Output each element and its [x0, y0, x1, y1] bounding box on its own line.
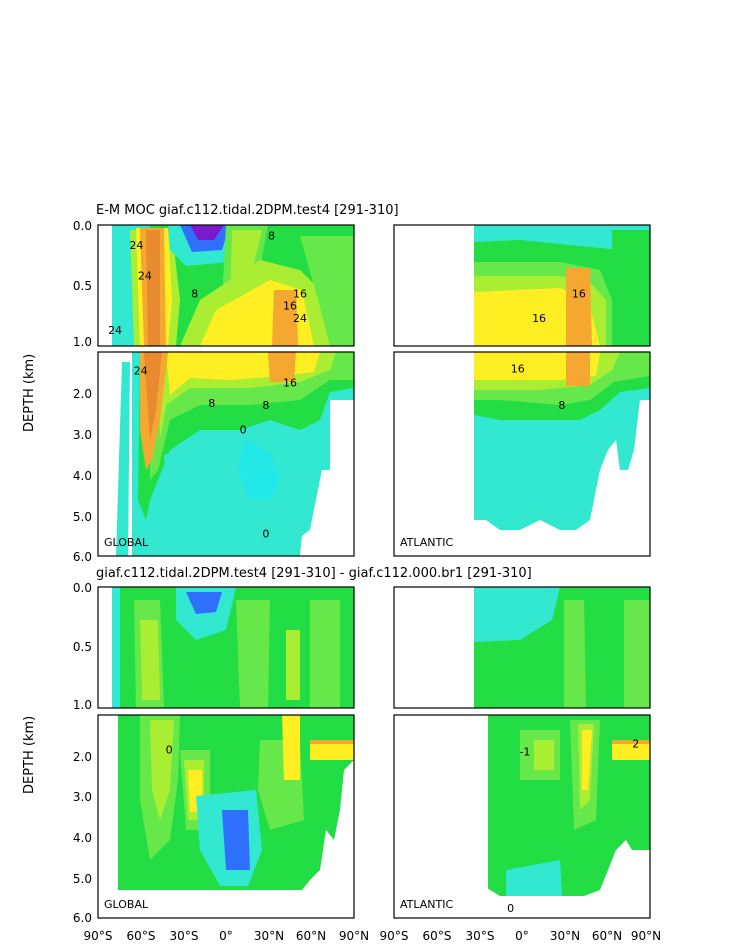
xtick-label: 60°N: [296, 929, 326, 943]
contour-label: -1: [519, 746, 530, 759]
svg-text:2.0: 2.0: [73, 387, 92, 401]
xticks: 90°S 60°S 30°S 0° 30°N 60°N 90°N 90°S 60…: [84, 929, 662, 943]
panel-bottom-atlantic-upper: [393, 586, 651, 709]
bottom-title: giaf.c112.tidal.2DPM.test4 [291-310] - g…: [96, 566, 532, 581]
svg-text:3.0: 3.0: [73, 428, 92, 442]
panel-top-atlantic-upper: [393, 224, 651, 347]
contour-label: 2: [632, 737, 639, 750]
svg-text:0.5: 0.5: [73, 640, 92, 654]
svg-text:0.0: 0.0: [73, 581, 92, 595]
xtick-label: 90°N: [339, 929, 369, 943]
panel-top-global-upper: [97, 224, 355, 347]
xtick-label: 60°S: [423, 929, 452, 943]
yticks-bottom-upper: 0.0 0.5 1.0: [73, 581, 92, 712]
svg-text:6.0: 6.0: [73, 550, 92, 564]
contour-label: 24: [293, 312, 307, 325]
xtick-label: 30°N: [254, 929, 284, 943]
svg-text:1.0: 1.0: [73, 335, 92, 349]
contour-label: 24: [138, 269, 152, 282]
panel-bottom-global-upper: [97, 586, 355, 709]
ylabel-top: DEPTH (km): [22, 354, 37, 432]
contour-label: 24: [129, 239, 143, 252]
panel-bottom-atlantic-lower: [393, 714, 651, 919]
contour-label: 0: [262, 528, 269, 541]
xtick-label: 90°S: [380, 929, 409, 943]
ylabel-bottom: DEPTH (km): [22, 716, 37, 794]
svg-text:5.0: 5.0: [73, 510, 92, 524]
yticks-bottom-lower: 2.0 3.0 4.0 5.0 6.0: [73, 750, 92, 925]
panel-top-atlantic-lower: [393, 351, 651, 557]
contour-label: 0: [240, 424, 247, 437]
xtick-label: 60°S: [127, 929, 156, 943]
svg-text:5.0: 5.0: [73, 872, 92, 886]
contour-label: 0: [166, 744, 173, 757]
contour-label: 0: [507, 902, 514, 915]
xtick-label: 30°S: [170, 929, 199, 943]
contour-label: 16: [532, 312, 546, 325]
contour-label: 16: [283, 377, 297, 390]
xtick-label: 90°S: [84, 929, 113, 943]
svg-text:0.0: 0.0: [73, 219, 92, 233]
contour-label: 16: [283, 300, 297, 313]
yticks-top-upper: 0.0 0.5 1.0: [73, 219, 92, 349]
region-label-atlantic-bottom: ATLANTIC: [400, 898, 453, 911]
xtick-label: 0°: [515, 929, 529, 943]
svg-text:1.0: 1.0: [73, 698, 92, 712]
contour-label: 24: [108, 324, 122, 337]
xtick-label: 30°N: [550, 929, 580, 943]
panel-bottom-global-lower: [97, 714, 355, 919]
top-title: E-M MOC giaf.c112.tidal.2DPM.test4 [291-…: [96, 203, 399, 218]
panel-top-global-lower: [97, 351, 355, 557]
xtick-label: 0°: [219, 929, 233, 943]
svg-text:4.0: 4.0: [73, 831, 92, 845]
contour-label: 8: [191, 288, 198, 301]
svg-text:4.0: 4.0: [73, 469, 92, 483]
region-label-global-top: GLOBAL: [104, 536, 149, 549]
contour-label: 8: [268, 230, 275, 243]
xtick-label: 60°N: [592, 929, 622, 943]
region-label-atlantic-top: ATLANTIC: [400, 536, 453, 549]
svg-text:2.0: 2.0: [73, 750, 92, 764]
contour-label: 16: [511, 362, 525, 375]
contour-label: 16: [572, 288, 586, 301]
contour-label: 8: [262, 399, 269, 412]
xtick-label: 30°S: [466, 929, 495, 943]
svg-text:6.0: 6.0: [73, 911, 92, 925]
region-label-global-bottom: GLOBAL: [104, 898, 149, 911]
yticks-top-lower: 2.0 3.0 4.0 5.0 6.0: [73, 387, 92, 564]
xtick-label: 90°N: [631, 929, 661, 943]
svg-text:0.5: 0.5: [73, 279, 92, 293]
svg-text:3.0: 3.0: [73, 790, 92, 804]
contour-label: 8: [208, 397, 215, 410]
contour-label: 16: [293, 288, 307, 301]
contour-label: 24: [134, 364, 148, 377]
contour-label: 8: [558, 399, 565, 412]
